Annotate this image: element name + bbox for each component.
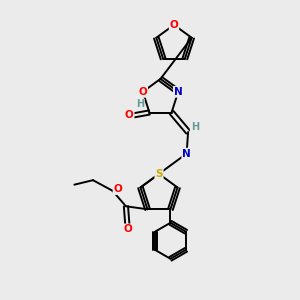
Text: H: H: [136, 99, 144, 109]
Text: O: O: [169, 20, 178, 30]
Text: S: S: [155, 169, 163, 179]
Text: N: N: [174, 87, 183, 97]
Text: O: O: [113, 184, 122, 194]
Text: O: O: [125, 110, 134, 121]
Text: O: O: [123, 224, 132, 234]
Text: O: O: [138, 87, 147, 97]
Text: N: N: [182, 148, 191, 159]
Text: H: H: [190, 122, 199, 133]
